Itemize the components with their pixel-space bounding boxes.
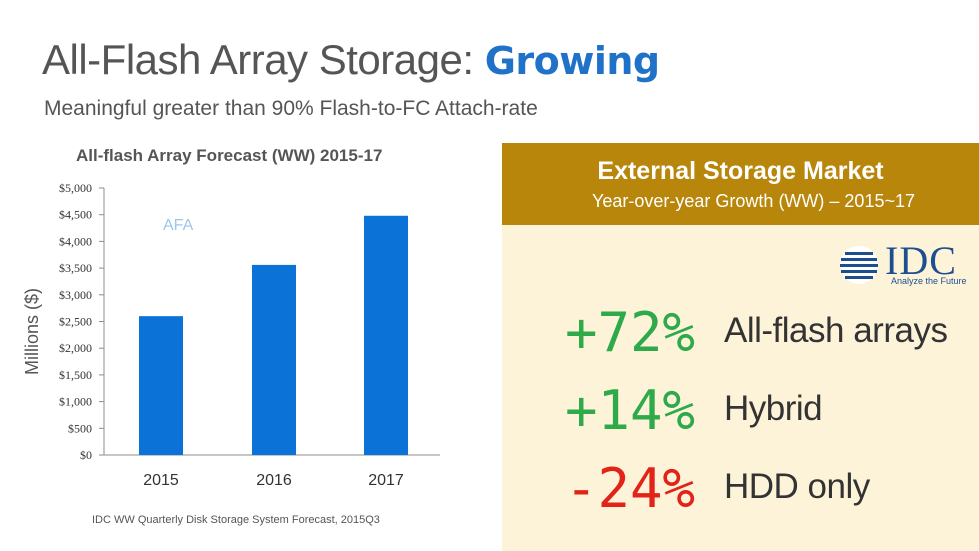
market-title: External Storage Market xyxy=(597,157,884,185)
idc-globe-icon xyxy=(840,246,878,284)
y-tick-label: $2,000 xyxy=(59,341,92,355)
y-tick-label: $5,000 xyxy=(59,181,92,195)
y-tick-label: $3,000 xyxy=(59,288,92,302)
chart-title: All-flash Array Forecast (WW) 2015-17 xyxy=(76,146,383,165)
source-note: IDC WW Quarterly Disk Storage System For… xyxy=(92,514,380,526)
growth-label: Hybrid xyxy=(724,389,823,428)
x-tick-label: 2016 xyxy=(256,472,292,489)
x-tick-label: 2015 xyxy=(143,472,179,489)
growth-row-hybrid: +14% Hybrid xyxy=(502,379,979,449)
growth-value: -24% xyxy=(564,457,695,520)
growth-row-all-flash: +72% All-flash arrays xyxy=(502,301,979,371)
market-header: External Storage Market Year-over-year G… xyxy=(502,143,979,225)
bar-chart: $0 $500 $1,000 $1,500 $2,000 $2,500 $3,000 $3,5… xyxy=(22,181,440,489)
bar-2017 xyxy=(364,215,408,455)
growth-value: +14% xyxy=(564,379,695,442)
y-tick-label: $500 xyxy=(68,421,92,435)
y-tick-label: $0 xyxy=(80,448,92,462)
market-subtitle: Year-over-year Growth (WW) – 2015~17 xyxy=(592,191,915,211)
y-tick-label: $2,500 xyxy=(59,315,92,329)
market-panel: External Storage Market Year-over-year G… xyxy=(502,143,979,551)
idc-logo-text: IDC xyxy=(885,238,957,283)
legend-label: AFA xyxy=(163,217,194,234)
slide-title: All-Flash Array Storage: Growing xyxy=(42,36,660,84)
slide-title-main: All-Flash Array Storage: xyxy=(42,36,474,83)
y-tick-label: $3,500 xyxy=(59,261,92,275)
idc-tagline: Analyze the Future xyxy=(891,276,967,286)
y-tick-label: $4,000 xyxy=(59,234,92,248)
growth-label: All-flash arrays xyxy=(724,311,948,350)
y-tick-label: $1,000 xyxy=(59,395,92,409)
slide-title-accent: Growing xyxy=(484,39,660,83)
slide-subtitle: Meaningful greater than 90% Flash-to-FC … xyxy=(44,97,538,120)
bar-2016 xyxy=(252,264,296,455)
y-tick-label: $1,500 xyxy=(59,368,92,382)
growth-row-hdd-only: -24% HDD only xyxy=(502,457,979,527)
y-axis-title: Millions ($) xyxy=(22,288,42,375)
x-tick-label: 2017 xyxy=(368,472,404,489)
growth-value: +72% xyxy=(564,301,695,364)
idc-logo: IDC Analyze the Future xyxy=(837,238,969,289)
y-tick-label: $4,500 xyxy=(59,208,92,222)
growth-label: HDD only xyxy=(724,467,870,506)
bar-2015 xyxy=(139,316,183,455)
